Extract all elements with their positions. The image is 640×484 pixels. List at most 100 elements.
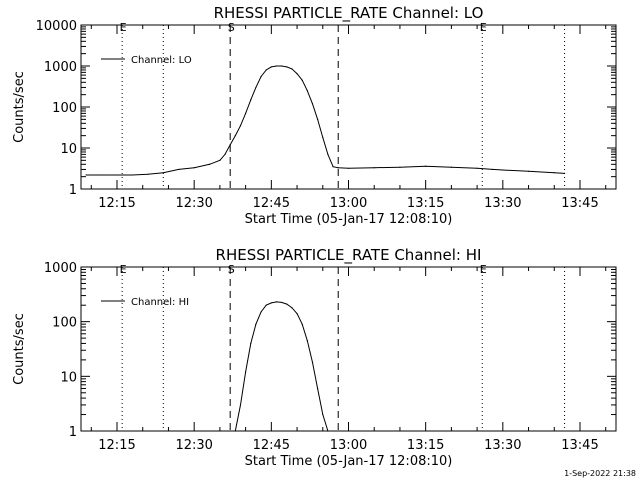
data-point bbox=[317, 387, 319, 390]
marker-label: E bbox=[120, 21, 127, 34]
data-point bbox=[224, 153, 226, 155]
x-tick-label: 12:15 bbox=[98, 196, 135, 211]
y-tick-label: 1000 bbox=[44, 60, 77, 75]
data-point bbox=[291, 68, 293, 70]
data-point bbox=[281, 65, 283, 67]
data-point bbox=[229, 144, 231, 146]
data-point bbox=[255, 323, 257, 325]
data-point bbox=[425, 165, 427, 167]
x-tick-label: 12:45 bbox=[253, 196, 290, 211]
y-axis-label: Counts/sec bbox=[12, 313, 27, 385]
data-point bbox=[296, 73, 298, 75]
data-point bbox=[178, 168, 180, 171]
data-point bbox=[301, 323, 303, 325]
data-point bbox=[286, 303, 288, 305]
data-point bbox=[193, 167, 195, 169]
data-point bbox=[239, 125, 242, 127]
data-point bbox=[291, 307, 293, 309]
data-point bbox=[265, 69, 267, 71]
y-tick-label: 1 bbox=[69, 183, 77, 198]
data-point bbox=[337, 167, 339, 169]
x-tick-label: 13:00 bbox=[330, 196, 367, 211]
y-tick-label: 10 bbox=[60, 142, 77, 157]
data-point bbox=[270, 302, 272, 304]
chart-title: RHESSI PARTICLE_RATE Channel: HI bbox=[216, 246, 482, 265]
x-tick-label: 12:15 bbox=[98, 438, 135, 453]
data-point bbox=[491, 168, 494, 171]
data-point bbox=[234, 135, 236, 137]
data-point bbox=[250, 99, 252, 101]
marker-label: S bbox=[228, 263, 235, 276]
series-line bbox=[234, 301, 329, 432]
x-tick-label: 13:30 bbox=[484, 196, 521, 211]
data-point bbox=[131, 174, 134, 176]
series-line bbox=[86, 65, 565, 176]
data-point bbox=[255, 86, 257, 89]
y-tick-label: 1000 bbox=[44, 261, 77, 276]
legend-label: Channel: HI bbox=[131, 297, 189, 308]
data-point bbox=[245, 371, 247, 373]
data-point bbox=[162, 172, 164, 174]
data-point bbox=[317, 118, 319, 120]
y-tick-label: 1 bbox=[69, 425, 77, 440]
data-point bbox=[322, 136, 324, 139]
x-tick-label: 13:45 bbox=[561, 196, 598, 211]
data-point bbox=[219, 159, 221, 161]
data-point bbox=[275, 301, 278, 303]
x-tick-label: 13:15 bbox=[407, 196, 444, 211]
chart-title: RHESSI PARTICLE_RATE Channel: LO bbox=[214, 4, 484, 23]
x-axis-label: Start Time (05-Jan-17 12:08:10) bbox=[245, 454, 453, 469]
y-tick-label: 10000 bbox=[36, 19, 77, 34]
data-point bbox=[239, 404, 242, 406]
data-point bbox=[450, 166, 452, 168]
marker-label: E bbox=[120, 263, 127, 276]
data-point bbox=[275, 65, 278, 67]
data-point bbox=[250, 342, 252, 345]
data-point bbox=[502, 169, 504, 171]
data-point bbox=[327, 153, 329, 155]
data-point bbox=[147, 173, 149, 175]
y-tick-label: 100 bbox=[52, 101, 77, 116]
marker-label: E bbox=[480, 21, 487, 34]
legend-label: Channel: LO bbox=[131, 55, 192, 66]
data-point bbox=[373, 167, 375, 169]
data-point bbox=[286, 66, 288, 68]
marker-label: E bbox=[480, 263, 487, 276]
data-point bbox=[260, 76, 262, 78]
x-tick-label: 13:00 bbox=[330, 438, 367, 453]
data-point bbox=[476, 167, 478, 169]
marker-label: S bbox=[228, 21, 235, 34]
x-tick-label: 13:30 bbox=[484, 438, 521, 453]
data-point bbox=[281, 301, 283, 304]
x-tick-label: 13:15 bbox=[407, 438, 444, 453]
x-tick-label: 13:45 bbox=[561, 438, 598, 453]
data-point bbox=[399, 166, 401, 168]
data-point bbox=[234, 430, 236, 432]
data-point bbox=[306, 90, 308, 92]
plot-frame bbox=[80, 24, 617, 190]
data-point bbox=[245, 112, 247, 114]
data-point bbox=[332, 166, 334, 168]
footer-timestamp: 1-Sep-2022 21:38 bbox=[564, 469, 636, 478]
data-point bbox=[347, 167, 350, 169]
data-point bbox=[270, 66, 272, 68]
data-point bbox=[563, 172, 566, 175]
data-point bbox=[85, 174, 87, 176]
data-point bbox=[553, 172, 555, 174]
x-tick-label: 12:30 bbox=[175, 196, 212, 211]
x-tick-label: 12:30 bbox=[175, 438, 212, 453]
y-axis-label: Counts/sec bbox=[12, 71, 27, 143]
plot-frame bbox=[80, 266, 617, 432]
data-point bbox=[260, 311, 262, 313]
data-point bbox=[306, 340, 308, 342]
data-point bbox=[209, 163, 211, 165]
data-point bbox=[116, 174, 118, 176]
data-point bbox=[311, 103, 314, 105]
data-point bbox=[527, 170, 530, 172]
data-point bbox=[296, 313, 298, 315]
x-axis-label: Start Time (05-Jan-17 12:08:10) bbox=[245, 212, 453, 227]
x-tick-label: 12:45 bbox=[253, 438, 290, 453]
data-point bbox=[311, 361, 314, 363]
